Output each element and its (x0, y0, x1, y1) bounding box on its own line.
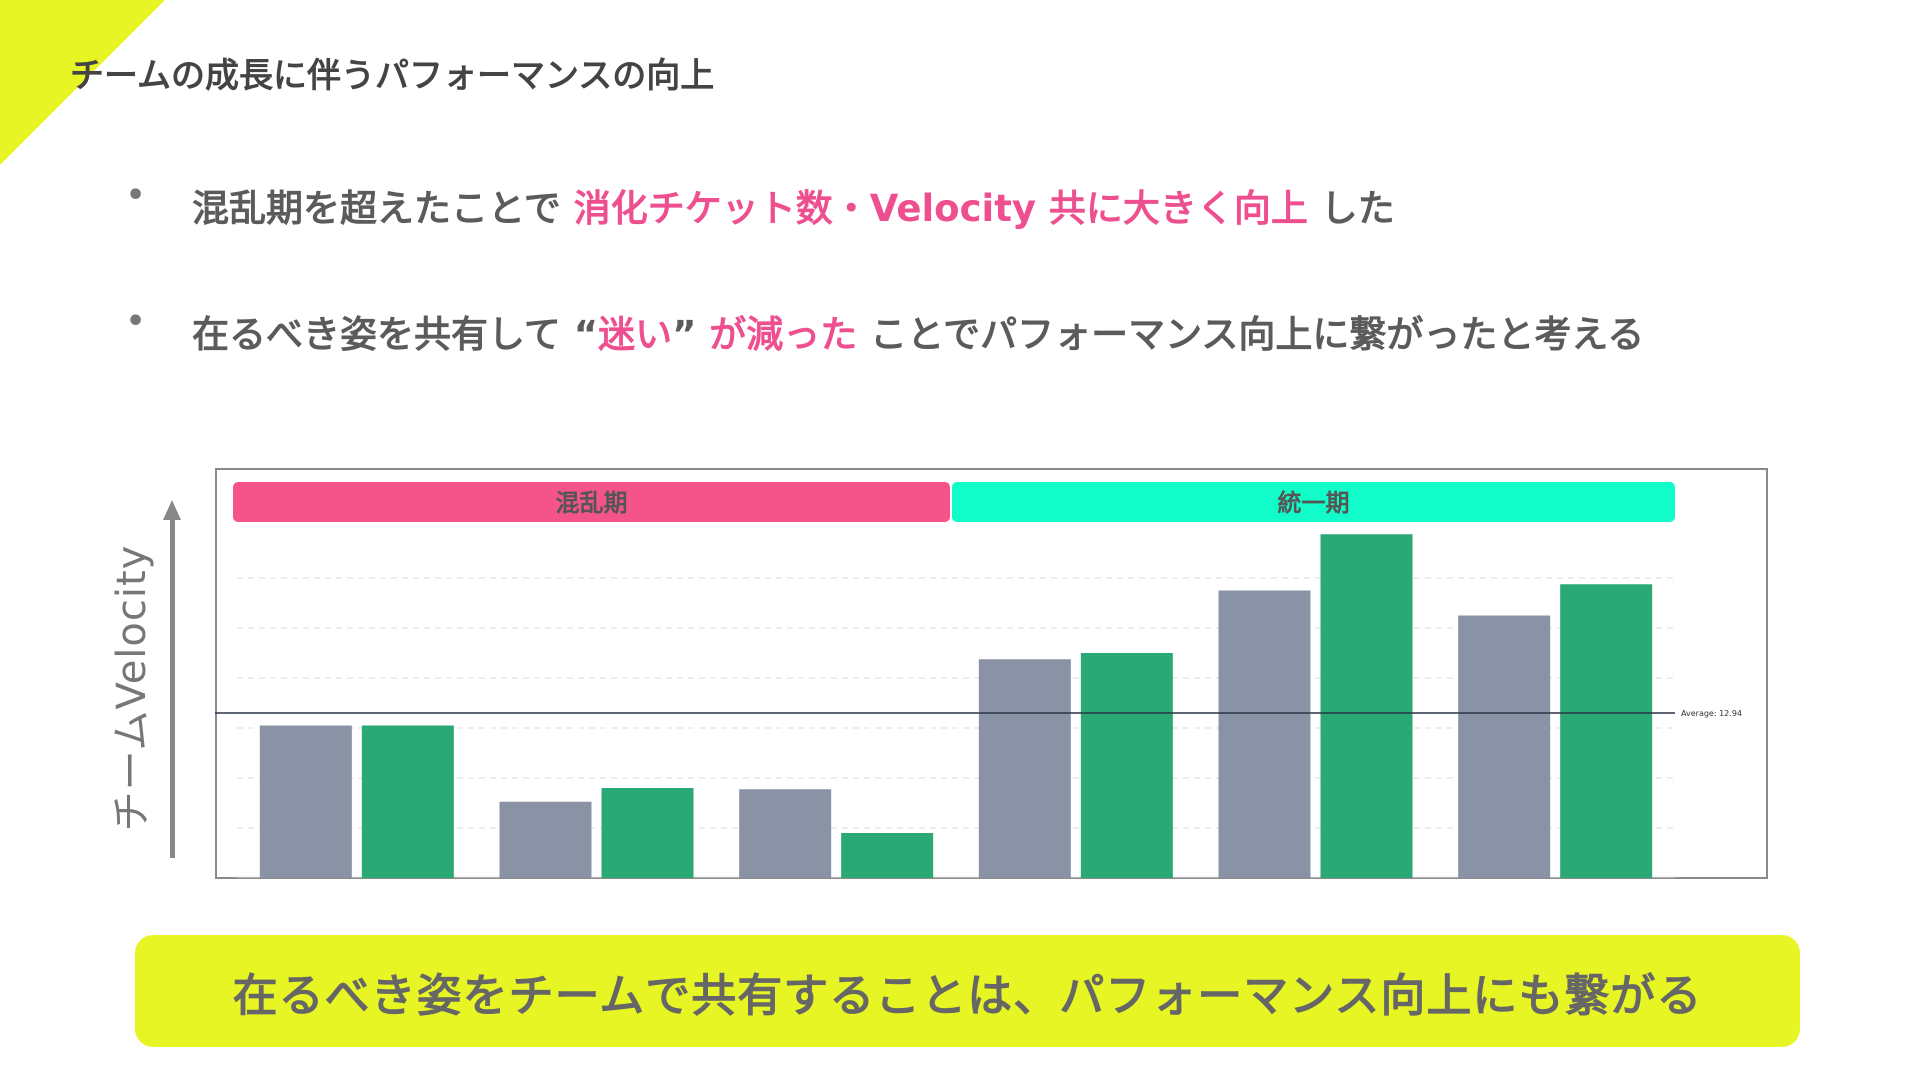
bar (499, 801, 592, 878)
bullet-item: • 在るべき姿を共有して “迷い” が減った ことでパフォーマンス向上に繋がった… (120, 304, 1644, 430)
bar (841, 833, 934, 878)
bullet-text: 在るべき姿を共有して “ (192, 313, 599, 356)
phase-band (233, 482, 950, 522)
bullet-list: • 混乱期を超えたことで 消化チケット数・Velocity 共に大きく向上 した… (120, 178, 1644, 430)
bar (1560, 584, 1653, 878)
bullet-highlight: 消化チケット数・Velocity 共に大きく向上 (573, 187, 1308, 230)
corner-accent (0, 0, 165, 165)
bar (361, 725, 454, 878)
bar (601, 788, 694, 878)
bullet-dot-icon: • (126, 178, 146, 213)
y-axis-arrow (170, 518, 175, 858)
bullet-item: • 混乱期を超えたことで 消化チケット数・Velocity 共に大きく向上 した (120, 178, 1644, 304)
bar (978, 659, 1071, 878)
bar (259, 725, 352, 878)
phase-label: 混乱期 (556, 489, 628, 517)
bar (1458, 615, 1551, 878)
bullet-text: した (1307, 187, 1395, 230)
average-label: Average: 12.94 (1681, 709, 1742, 718)
bar (1218, 590, 1311, 878)
bullet-highlight: 迷い (598, 313, 673, 356)
bullet-text: ことでパフォーマンス向上に繋がったと考える (857, 313, 1645, 356)
phase-band (952, 482, 1675, 522)
velocity-chart: 混乱期 統一期 Average: 12.94 (215, 482, 1742, 878)
y-axis-label: チームVelocity (109, 544, 155, 832)
bullet-highlight: が減った (709, 313, 858, 356)
bullet-text: 混乱期を超えたことで (192, 187, 574, 230)
bullet-text: ” (672, 313, 710, 356)
conclusion-banner: 在るべき姿をチームで共有することは、パフォーマンス向上にも繋がる (135, 935, 1800, 1047)
bullet-dot-icon: • (126, 304, 146, 339)
bar (739, 789, 832, 878)
page-title: チームの成長に伴うパフォーマンスの向上 (70, 56, 715, 96)
bar (1320, 534, 1413, 878)
arrow-up-icon (163, 500, 181, 520)
bar (1080, 653, 1173, 878)
phase-label: 統一期 (1278, 489, 1350, 517)
